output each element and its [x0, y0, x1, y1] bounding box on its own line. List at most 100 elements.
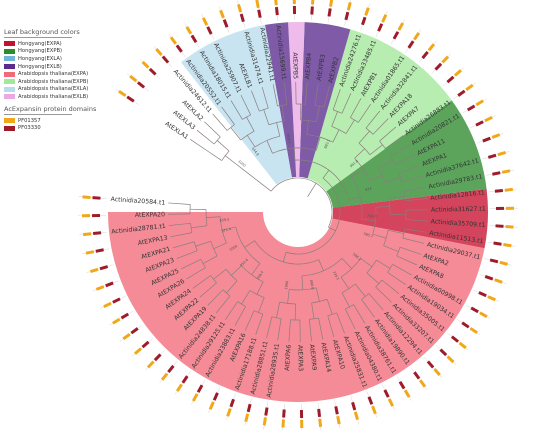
leaf-label: AtEXPA20 [135, 211, 165, 219]
legend-label: Arabidopsis thaliana(EXPB) [18, 78, 89, 85]
domain-mark [92, 231, 102, 236]
branch [195, 240, 211, 247]
domain-mark [185, 26, 193, 35]
branch [372, 118, 389, 135]
bootstrap-value: 883.5 [323, 139, 331, 150]
branch [206, 216, 221, 218]
domain-mark [95, 248, 104, 253]
domain-mark [353, 411, 359, 421]
domain-mark [487, 153, 497, 159]
branch [390, 144, 410, 157]
domain-mark [491, 133, 501, 139]
branch [200, 259, 206, 268]
branch [210, 275, 217, 284]
domain-mark [155, 47, 163, 57]
domain-mark [153, 353, 162, 362]
domain-mark [246, 403, 252, 413]
branch [375, 286, 392, 303]
bootstrap-value: 659.5 [219, 217, 229, 222]
domain-mark [92, 196, 101, 200]
leaf-label: AtEXPB4 [304, 53, 313, 80]
domain-mark [470, 306, 479, 314]
branch [354, 148, 365, 159]
branch [369, 144, 383, 156]
domain-mark [311, 0, 315, 5]
branch [379, 140, 386, 149]
legend-label: Arabidopsis thaliana(EXLA) [18, 86, 89, 93]
legend-divider [4, 113, 72, 115]
legend: Leaf background colors Hongyang(EXPA) Hon… [4, 28, 154, 132]
branch [336, 312, 345, 334]
domain-mark [334, 406, 339, 415]
domain-mark [427, 43, 436, 52]
branch [315, 287, 320, 302]
branch [289, 287, 317, 291]
legend-label: PF01357 [18, 117, 41, 124]
leaf-label: AtEXPA9 [308, 344, 318, 371]
legend-colors-title: Leaf background colors [4, 28, 80, 36]
clade-sector [326, 100, 487, 208]
domain-mark [95, 285, 105, 291]
branch [254, 135, 280, 148]
domain-mark [310, 6, 314, 15]
bootstrap-value: 952.6 [239, 258, 249, 268]
branch [315, 137, 321, 151]
domain-mark [493, 241, 502, 246]
legend-swatch [4, 56, 15, 62]
branch [394, 154, 415, 165]
domain-mark [387, 398, 395, 407]
domain-line [327, 0, 332, 23]
branch [333, 109, 343, 114]
branch [398, 165, 420, 174]
domain-mark [282, 409, 286, 418]
legend-swatch [4, 86, 15, 92]
branch [308, 319, 312, 342]
branch [192, 275, 211, 289]
domain-mark [433, 367, 441, 377]
leaf-label: AtEXPB3 [316, 54, 327, 81]
branch [379, 126, 397, 142]
domain-mark [497, 151, 507, 157]
domain-mark [208, 401, 215, 410]
domain-mark [317, 408, 322, 418]
branch [376, 259, 391, 269]
domain-mark [85, 250, 95, 255]
branch [301, 275, 304, 290]
branch [383, 245, 399, 252]
domain-mark [206, 26, 213, 35]
leaf-label: AtEXPA3 [296, 345, 303, 371]
domain-mark [219, 9, 225, 19]
branch [186, 267, 206, 280]
branch [256, 281, 264, 295]
domain-mark [461, 321, 470, 329]
domain-mark [264, 407, 269, 416]
legend-label: Arabidopsis thaliana(EXLB) [18, 93, 89, 100]
domain-mark [336, 415, 341, 425]
domain-mark [161, 55, 170, 64]
branch [350, 98, 362, 118]
branch [396, 247, 401, 257]
domain-mark [244, 413, 250, 422]
branch [258, 297, 265, 313]
branch [372, 233, 387, 239]
domain-mark [466, 104, 476, 112]
branch [318, 259, 324, 271]
branch [387, 272, 406, 285]
branch [361, 218, 376, 222]
domain-mark [492, 171, 501, 176]
clade-sector [299, 22, 351, 179]
domain-mark [175, 44, 183, 53]
domain-mark [494, 188, 504, 193]
bootstrap-value: 758.4 [256, 270, 264, 280]
legend-swatch [4, 118, 15, 124]
branch [328, 226, 336, 232]
domain-mark [413, 371, 421, 380]
branch [385, 135, 404, 149]
branch [345, 308, 356, 329]
branch [358, 130, 370, 144]
legend-item: Hongyang(EXPB) [4, 48, 154, 56]
branch [272, 84, 278, 107]
branch [244, 310, 255, 331]
branch [256, 179, 266, 187]
domain-mark [441, 55, 450, 64]
